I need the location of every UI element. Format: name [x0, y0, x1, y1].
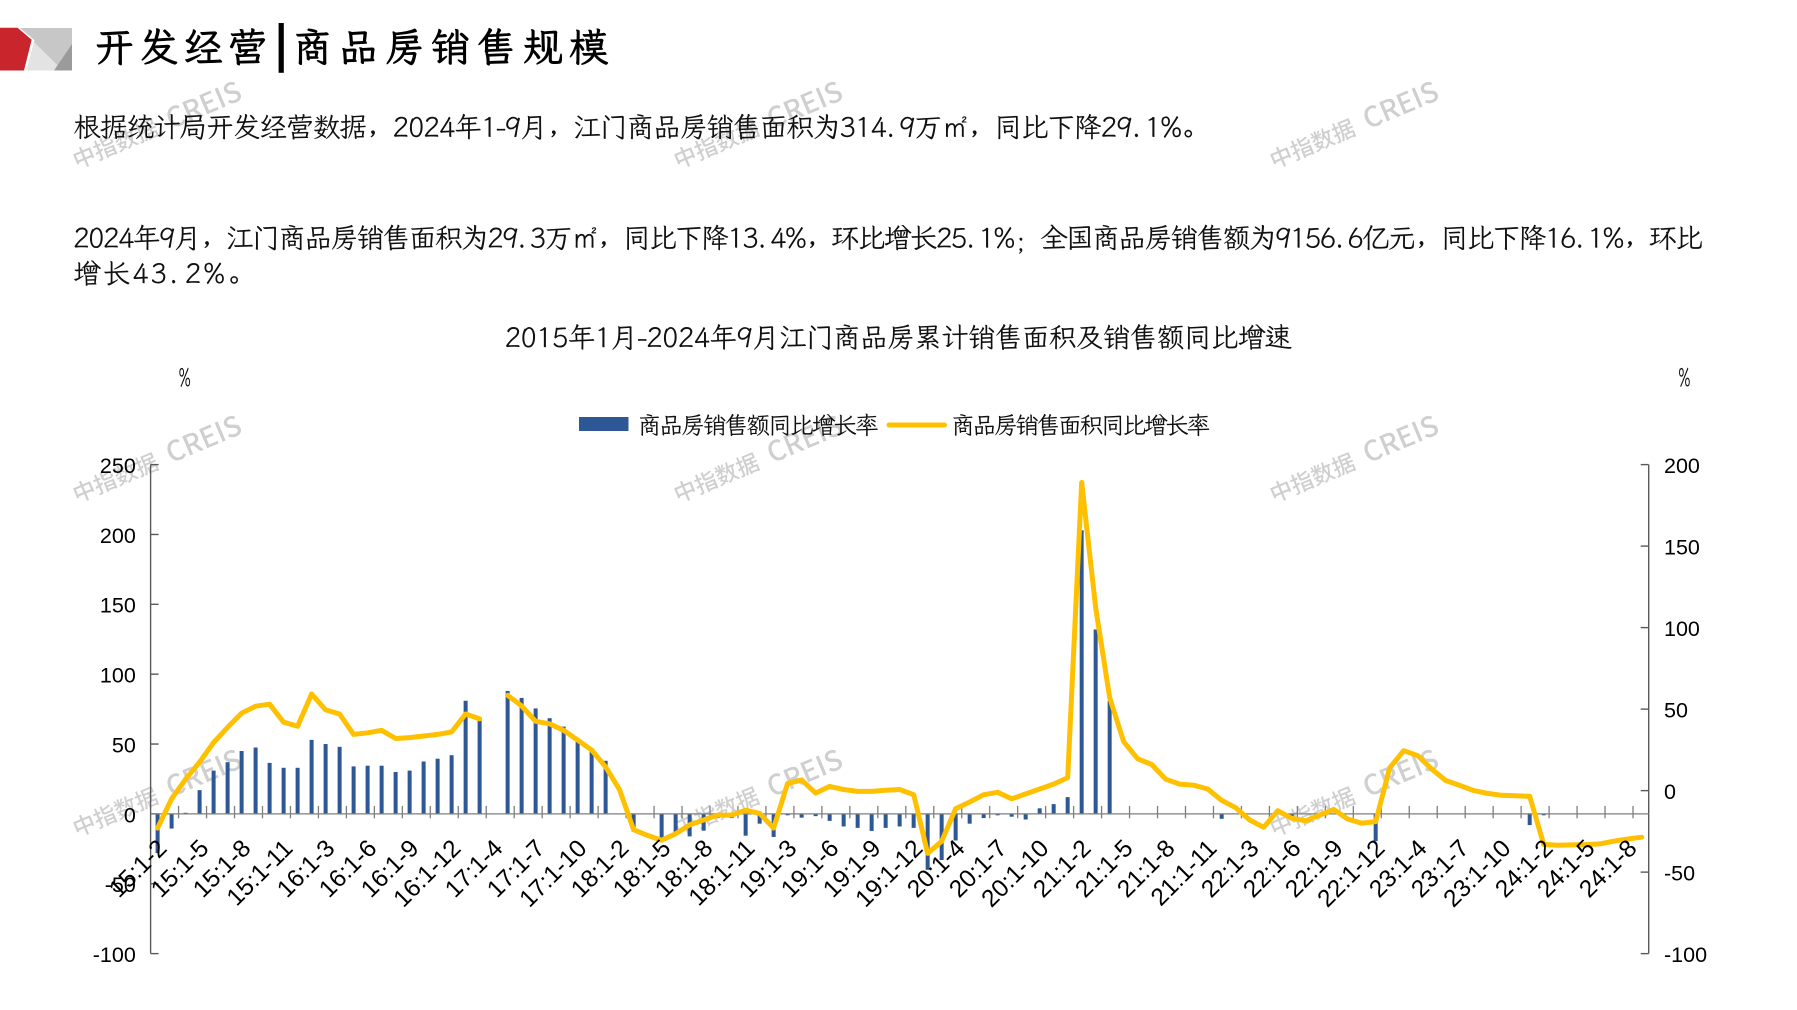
- svg-text:250: 250: [100, 454, 136, 478]
- svg-text:50: 50: [112, 733, 136, 757]
- svg-text:100: 100: [1664, 617, 1700, 641]
- svg-text:-50: -50: [1664, 862, 1695, 886]
- svg-text:0: 0: [124, 803, 136, 827]
- svg-text:-100: -100: [1664, 943, 1707, 967]
- svg-text:0: 0: [1664, 780, 1676, 804]
- svg-text:-50: -50: [105, 873, 136, 897]
- svg-text:150: 150: [1664, 536, 1700, 560]
- svg-text:200: 200: [100, 524, 136, 548]
- svg-text:50: 50: [1664, 699, 1688, 723]
- svg-text:-100: -100: [93, 943, 136, 967]
- svg-text:200: 200: [1664, 454, 1700, 478]
- svg-text:150: 150: [100, 594, 136, 618]
- svg-text:100: 100: [100, 664, 136, 688]
